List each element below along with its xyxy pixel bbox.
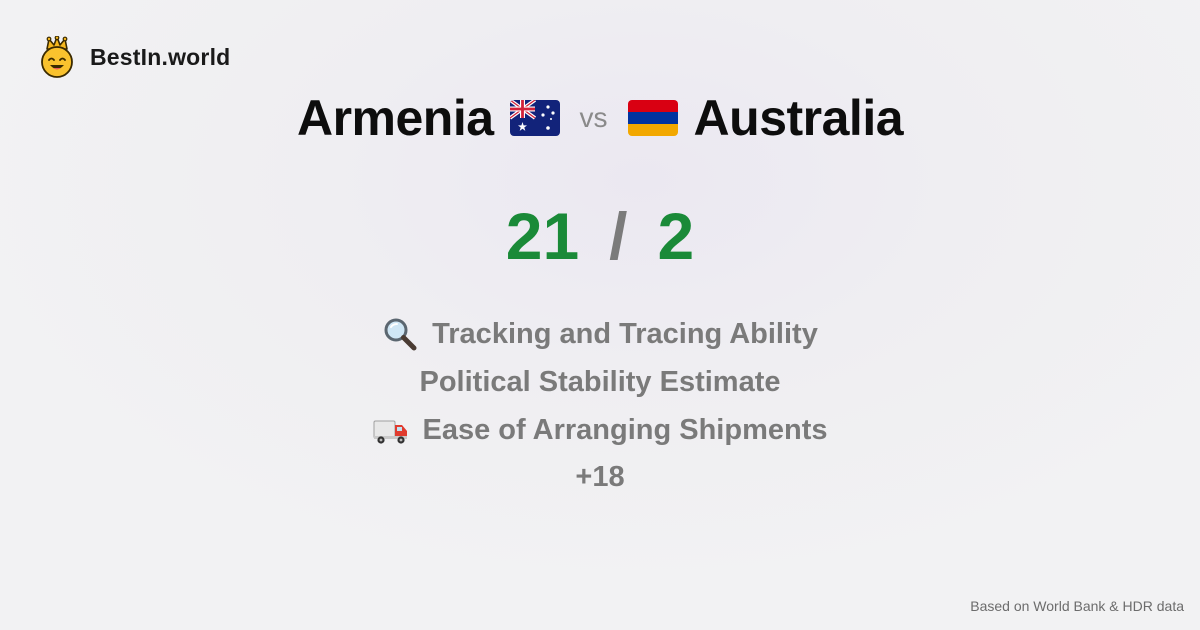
comparison-title: Armenia vs Australia [0, 86, 1200, 150]
metrics-list: Tracking and Tracing Ability Political S… [0, 310, 1200, 500]
metric-label: Political Stability Estimate [419, 365, 781, 398]
metric-item[interactable]: Political Stability Estimate [420, 358, 781, 406]
data-source-note: Based on World Bank & HDR data [970, 598, 1184, 614]
australia-flag-icon [509, 100, 560, 136]
site-logo[interactable]: BestIn.world [38, 36, 230, 78]
score-separator: / [609, 199, 628, 273]
metric-item[interactable]: Tracking and Tracing Ability [382, 310, 818, 358]
right-score: 2 [657, 199, 695, 273]
vs-label: vs [579, 102, 608, 133]
more-metrics-count[interactable]: +18 [575, 460, 625, 493]
metric-label: Ease of Arranging Shipments [422, 413, 828, 446]
score: 21 / 2 [0, 196, 1200, 276]
metric-label: Tracking and Tracing Ability [432, 317, 818, 350]
metric-item[interactable]: Ease of Arranging Shipments [373, 406, 828, 454]
left-score: 21 [505, 199, 580, 273]
delivery-truck-icon [373, 420, 407, 444]
armenia-flag-icon [627, 100, 678, 136]
magnifying-glass-icon [384, 318, 417, 351]
brand-name: BestIn.world [90, 43, 231, 70]
right-country-name[interactable]: Australia [693, 90, 904, 146]
left-country-name[interactable]: Armenia [296, 90, 494, 146]
crowned-smiley-icon [41, 36, 73, 78]
